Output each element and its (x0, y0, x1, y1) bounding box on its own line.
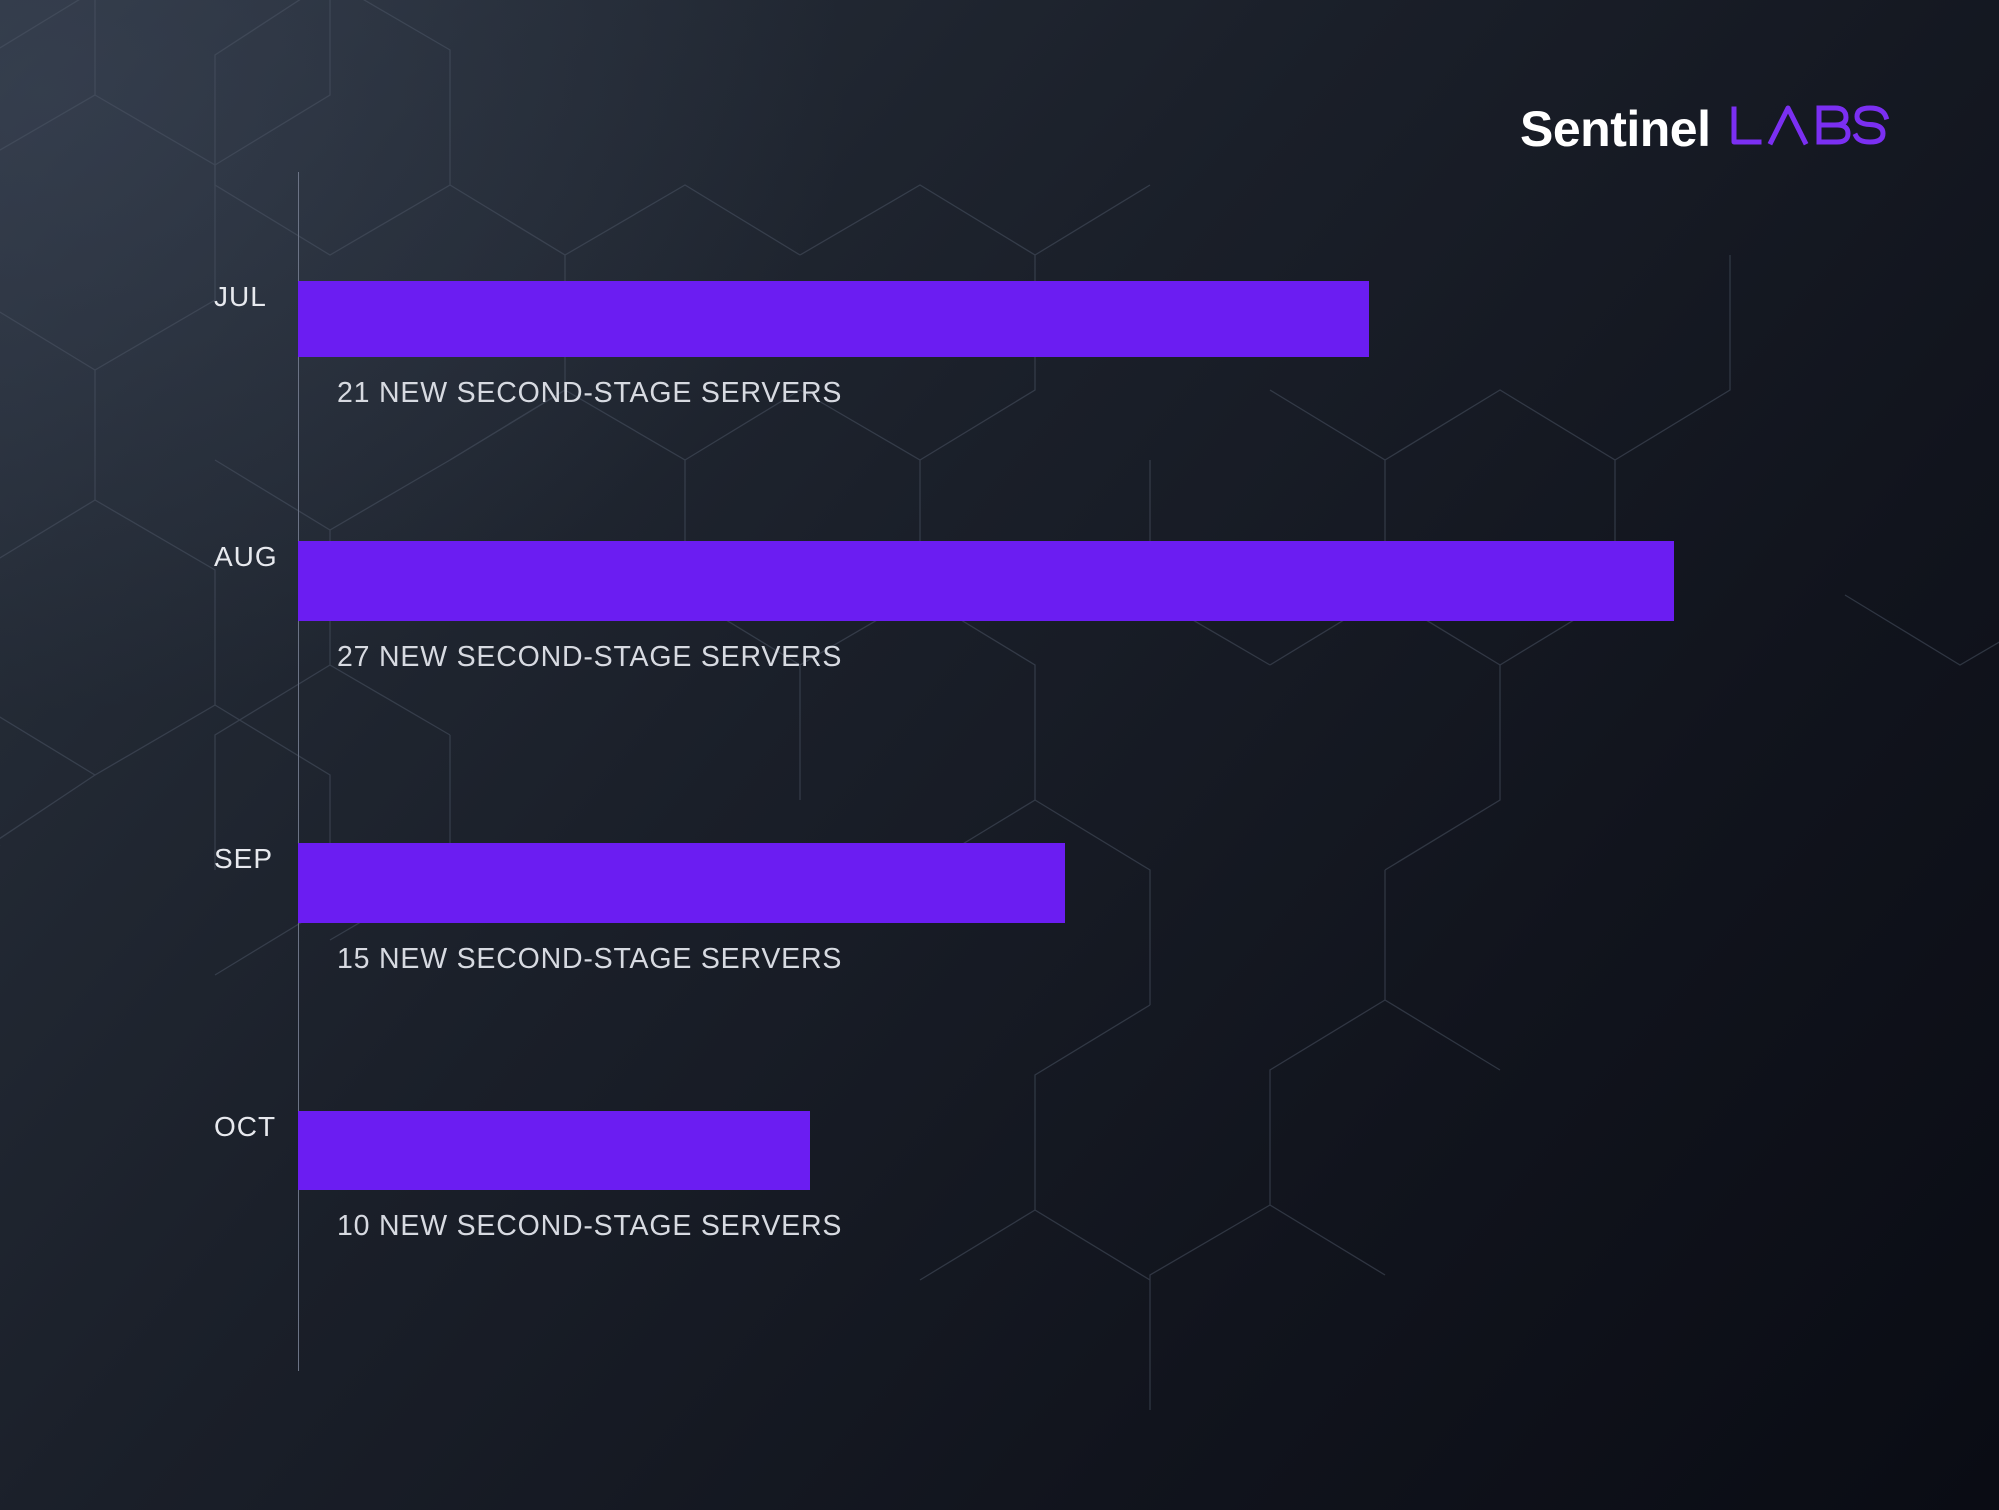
svg-text:Sentinel: Sentinel (1520, 101, 1710, 157)
